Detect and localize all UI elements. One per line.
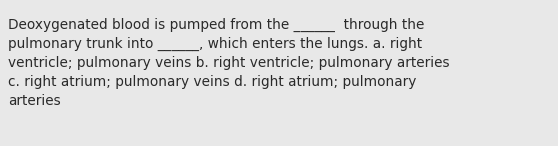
Text: Deoxygenated blood is pumped from the ______  through the
pulmonary trunk into _: Deoxygenated blood is pumped from the __… xyxy=(8,18,450,108)
